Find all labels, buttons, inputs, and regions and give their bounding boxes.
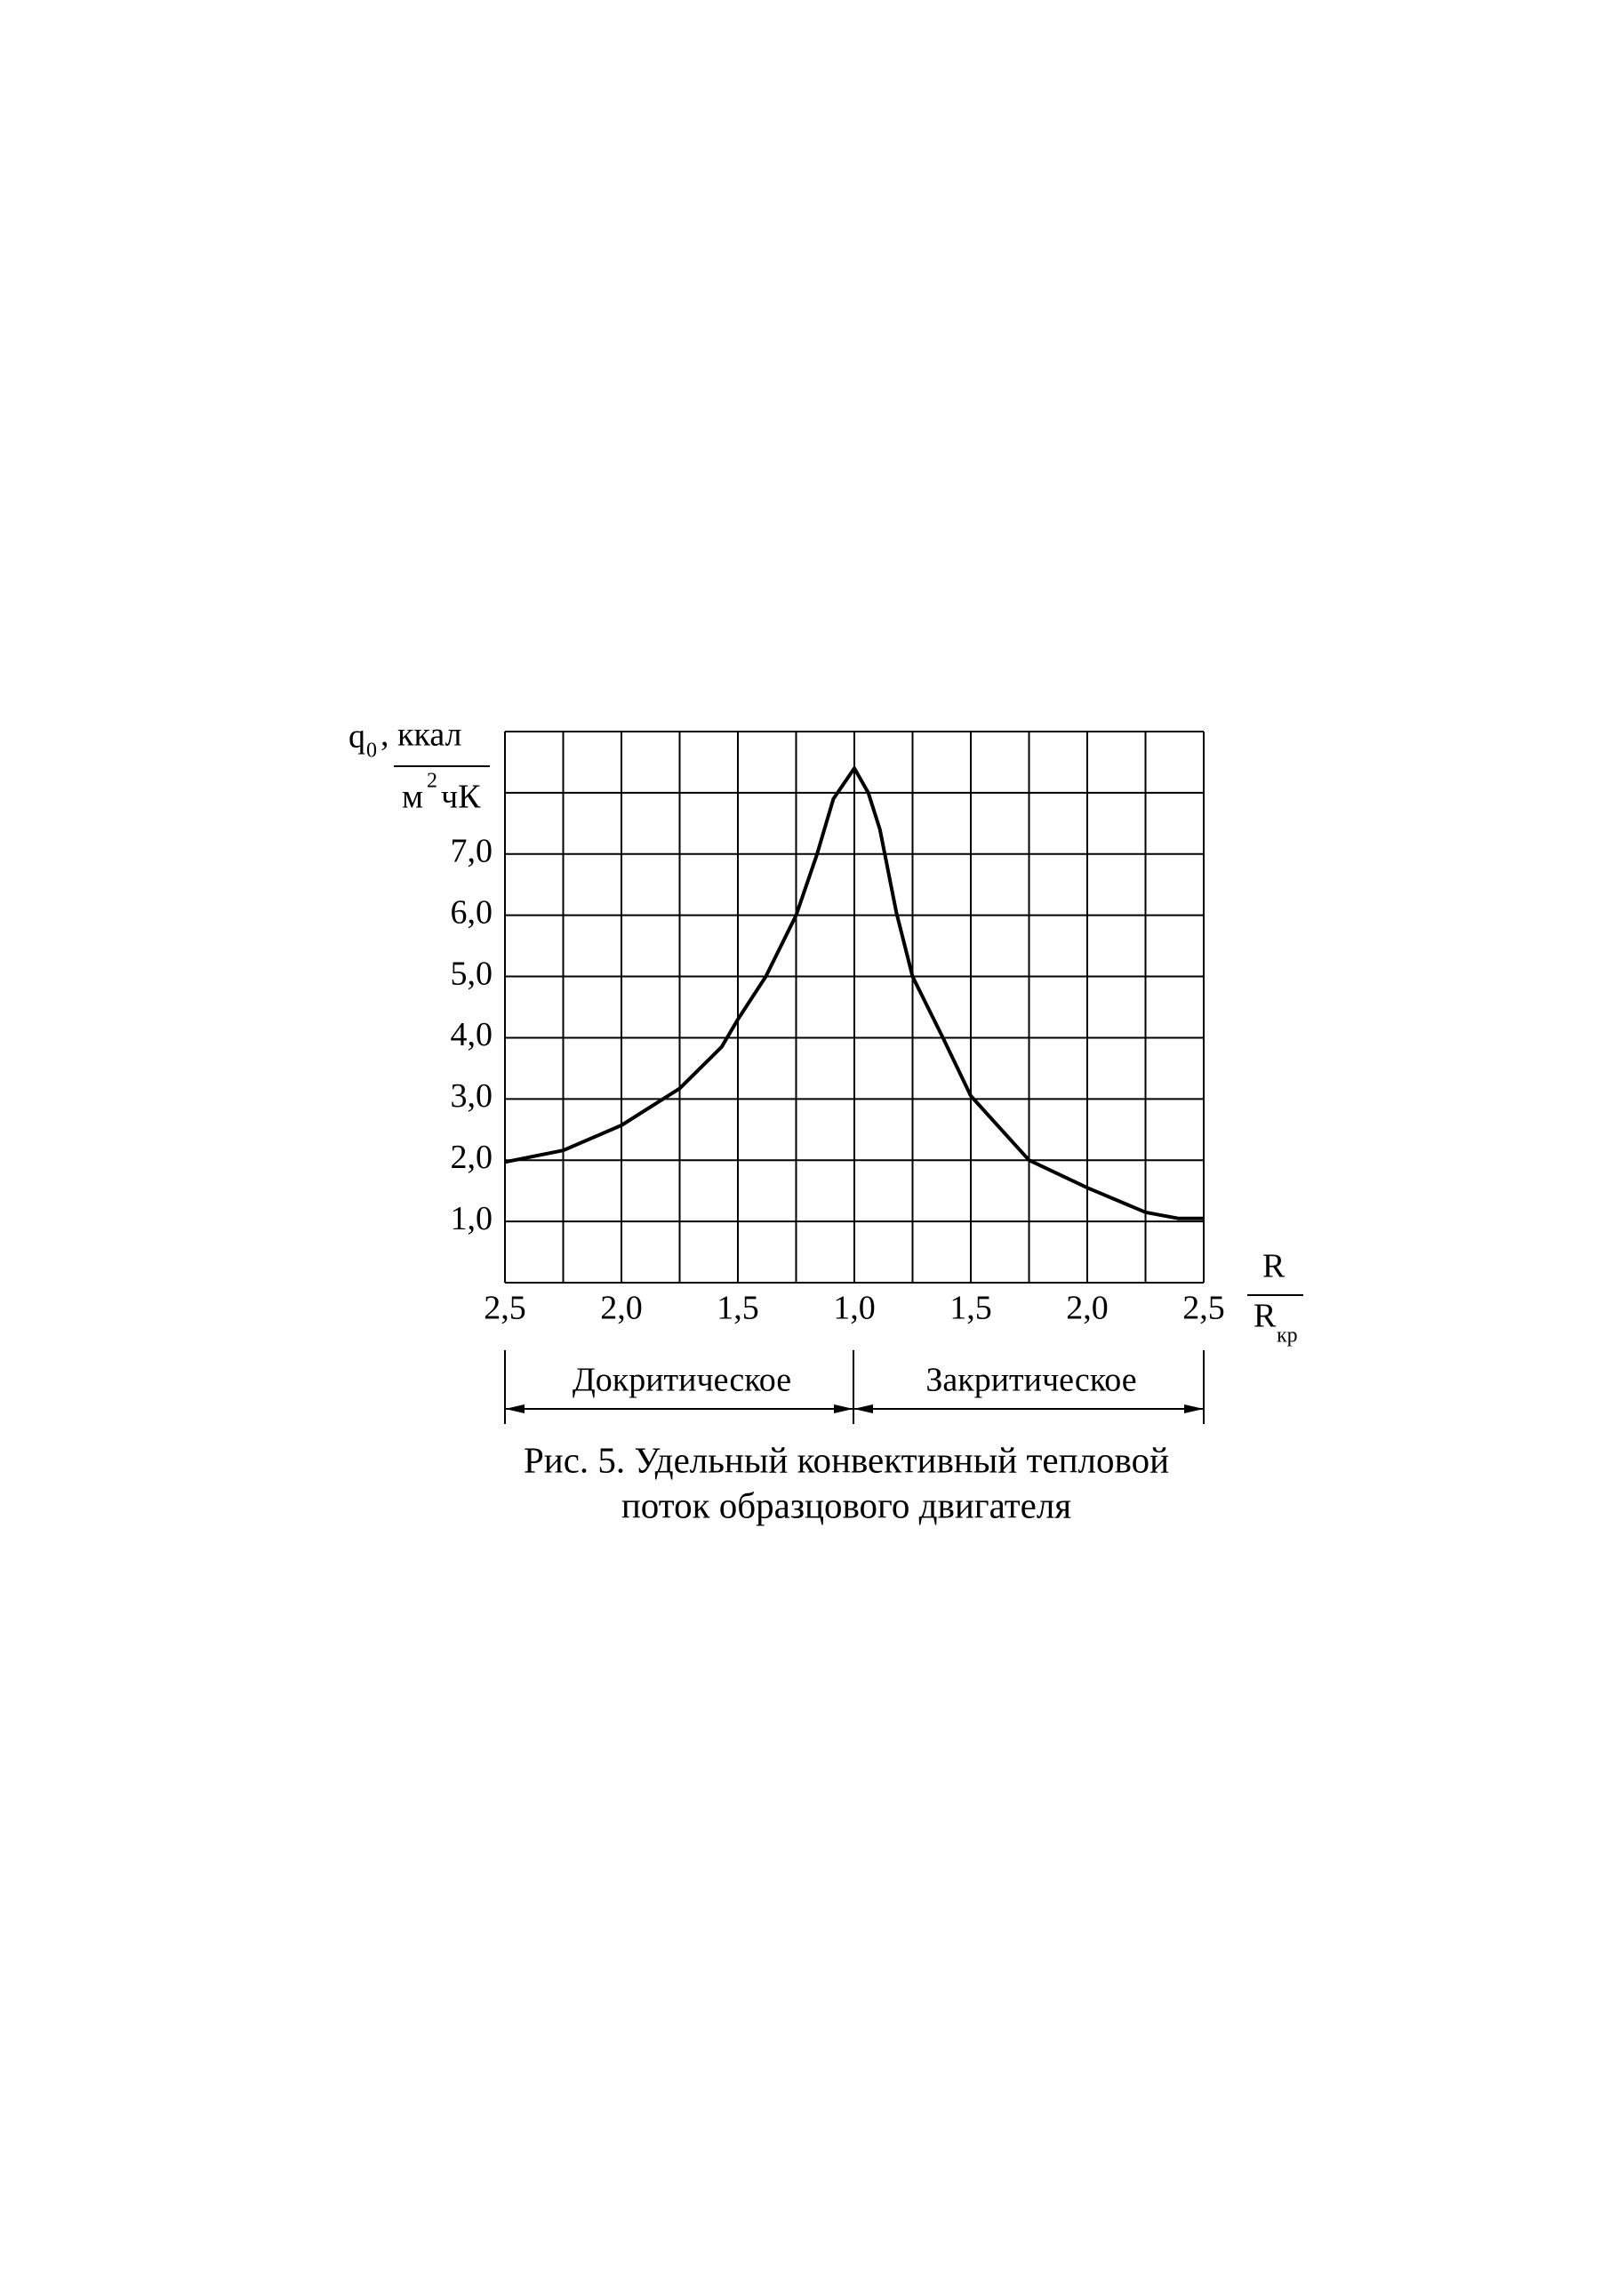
x-label-numerator: R <box>1262 1248 1286 1285</box>
y-label-superscript: 2 <box>427 770 437 793</box>
y-label-numerator: , ккал <box>380 716 462 754</box>
x-tick-label: 2,5 <box>1182 1290 1225 1327</box>
y-label-subscript: 0 <box>366 740 377 763</box>
region-arrowheads <box>505 1404 1204 1413</box>
caption-line: поток образцового двигателя <box>621 1484 1071 1525</box>
y-tick-label: 7,0 <box>451 832 493 869</box>
y-tick-label: 1,0 <box>451 1200 493 1237</box>
caption-line: Рис. 5. Удельный конвективный тепловой <box>524 1439 1169 1480</box>
x-tick-label: 1,5 <box>949 1290 992 1327</box>
region-label: Докритическое <box>573 1362 791 1399</box>
y-tick-label: 2,0 <box>451 1139 493 1176</box>
y-label-denominator: м <box>402 779 423 816</box>
x-tick-label: 2,5 <box>484 1290 526 1327</box>
y-tick-label: 6,0 <box>451 893 493 931</box>
curve <box>504 766 1204 1220</box>
y-tick-label: 4,0 <box>451 1016 493 1053</box>
x-tick-label: 1,0 <box>833 1290 876 1327</box>
region-label: Закритическое <box>925 1362 1136 1399</box>
x-tick-label: 2,0 <box>1066 1290 1109 1327</box>
x-label-subscript: кр <box>1277 1324 1298 1348</box>
y-label-denominator-rest: чК <box>441 779 481 816</box>
x-label-denominator: R <box>1254 1298 1277 1335</box>
x-tick-label: 1,5 <box>717 1290 759 1327</box>
y-label-symbol: q <box>348 718 365 756</box>
y-tick-label: 3,0 <box>451 1077 493 1115</box>
x-tick-label: 2,0 <box>600 1290 643 1327</box>
y-tick-label: 5,0 <box>451 955 493 992</box>
